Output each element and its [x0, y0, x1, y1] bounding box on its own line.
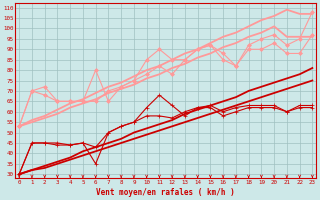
X-axis label: Vent moyen/en rafales ( km/h ): Vent moyen/en rafales ( km/h ): [96, 188, 235, 197]
